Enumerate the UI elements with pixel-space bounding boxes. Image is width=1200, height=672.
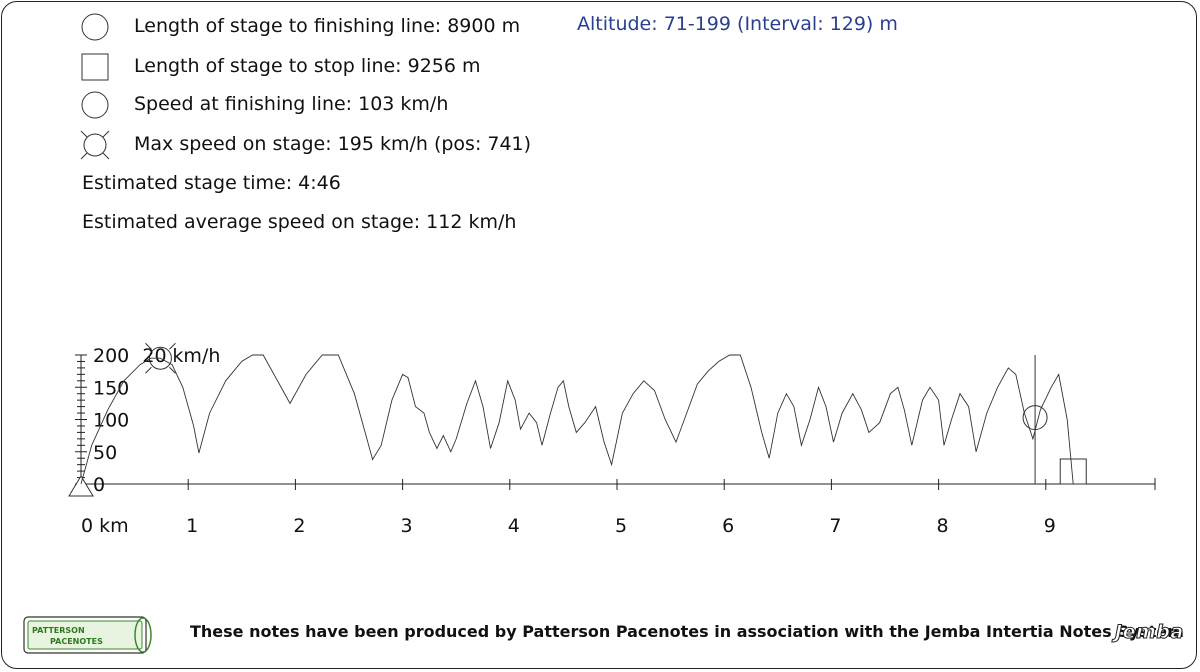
altitude-text: Altitude: 71-199 (Interval: 129) m [577, 13, 898, 35]
patterson-pacenotes-logo: PATTERSON PACENOTES [23, 616, 152, 654]
y-unit-label: km/h [172, 345, 220, 367]
legend-finish-length [80, 12, 110, 42]
stage-time-text: Estimated stage time: 4:46 [82, 172, 341, 194]
svg-text:PATTERSON: PATTERSON [32, 626, 85, 635]
x-tick-label: 3 [401, 515, 413, 537]
x-tick-label: 8 [937, 515, 949, 537]
y-tick-label: 50 [93, 442, 117, 464]
circle-icon [81, 13, 109, 41]
square-icon [81, 53, 109, 81]
svg-text:PACENOTES: PACENOTES [50, 637, 103, 646]
x-tick-label: 5 [615, 515, 627, 537]
legend-stop-length [80, 52, 110, 82]
x-tick-label: 6 [722, 515, 734, 537]
legend-max-speed [80, 130, 110, 160]
jemba-logo: Jemba [1115, 621, 1184, 644]
max-speed-label: 20 [142, 345, 166, 367]
y-tick-label: 150 [93, 377, 129, 399]
x-tick-label: 1 [186, 515, 198, 537]
legend-max-speed-text: Max speed on stage: 195 km/h (pos: 741) [134, 133, 532, 155]
start-marker [68, 475, 94, 497]
y-tick-label: 0 [93, 474, 105, 496]
y-tick-label: 200 [93, 345, 129, 367]
finish-speed-marker [1022, 405, 1048, 431]
max-speed-marker [148, 346, 172, 370]
stop-line-marker [1059, 458, 1087, 485]
crossed-circle-icon [80, 130, 110, 160]
legend-finish-speed-text: Speed at finishing line: 103 km/h [134, 93, 449, 115]
x-tick-label: 0 km [81, 515, 129, 537]
circle-icon [81, 91, 109, 119]
legend-finish-speed [80, 90, 110, 120]
y-tick-label: 100 [93, 410, 129, 432]
legend-finish-length-text: Length of stage to finishing line: 8900 … [134, 15, 521, 37]
x-tick-label: 9 [1044, 515, 1056, 537]
max-speed-marker-cross [169, 342, 176, 350]
footer-credit: These notes have been produced by Patter… [190, 622, 1184, 641]
legend-stop-length-text: Length of stage to stop line: 9256 m [134, 55, 481, 77]
x-tick-label: 7 [829, 515, 841, 537]
speed-profile-chart: 0 km 1 2 3 4 5 6 7 8 9 0 50 100 150 200 20 km/h [68, 342, 1156, 537]
x-tick-label: 4 [508, 515, 520, 537]
x-tick-label: 2 [293, 515, 305, 537]
max-speed-marker-cross [145, 366, 152, 374]
avg-speed-text: Estimated average speed on stage: 112 km… [82, 211, 517, 233]
speed-series-line [80, 354, 1074, 485]
max-speed-marker-cross [169, 366, 176, 374]
max-speed-marker-cross [145, 342, 152, 350]
